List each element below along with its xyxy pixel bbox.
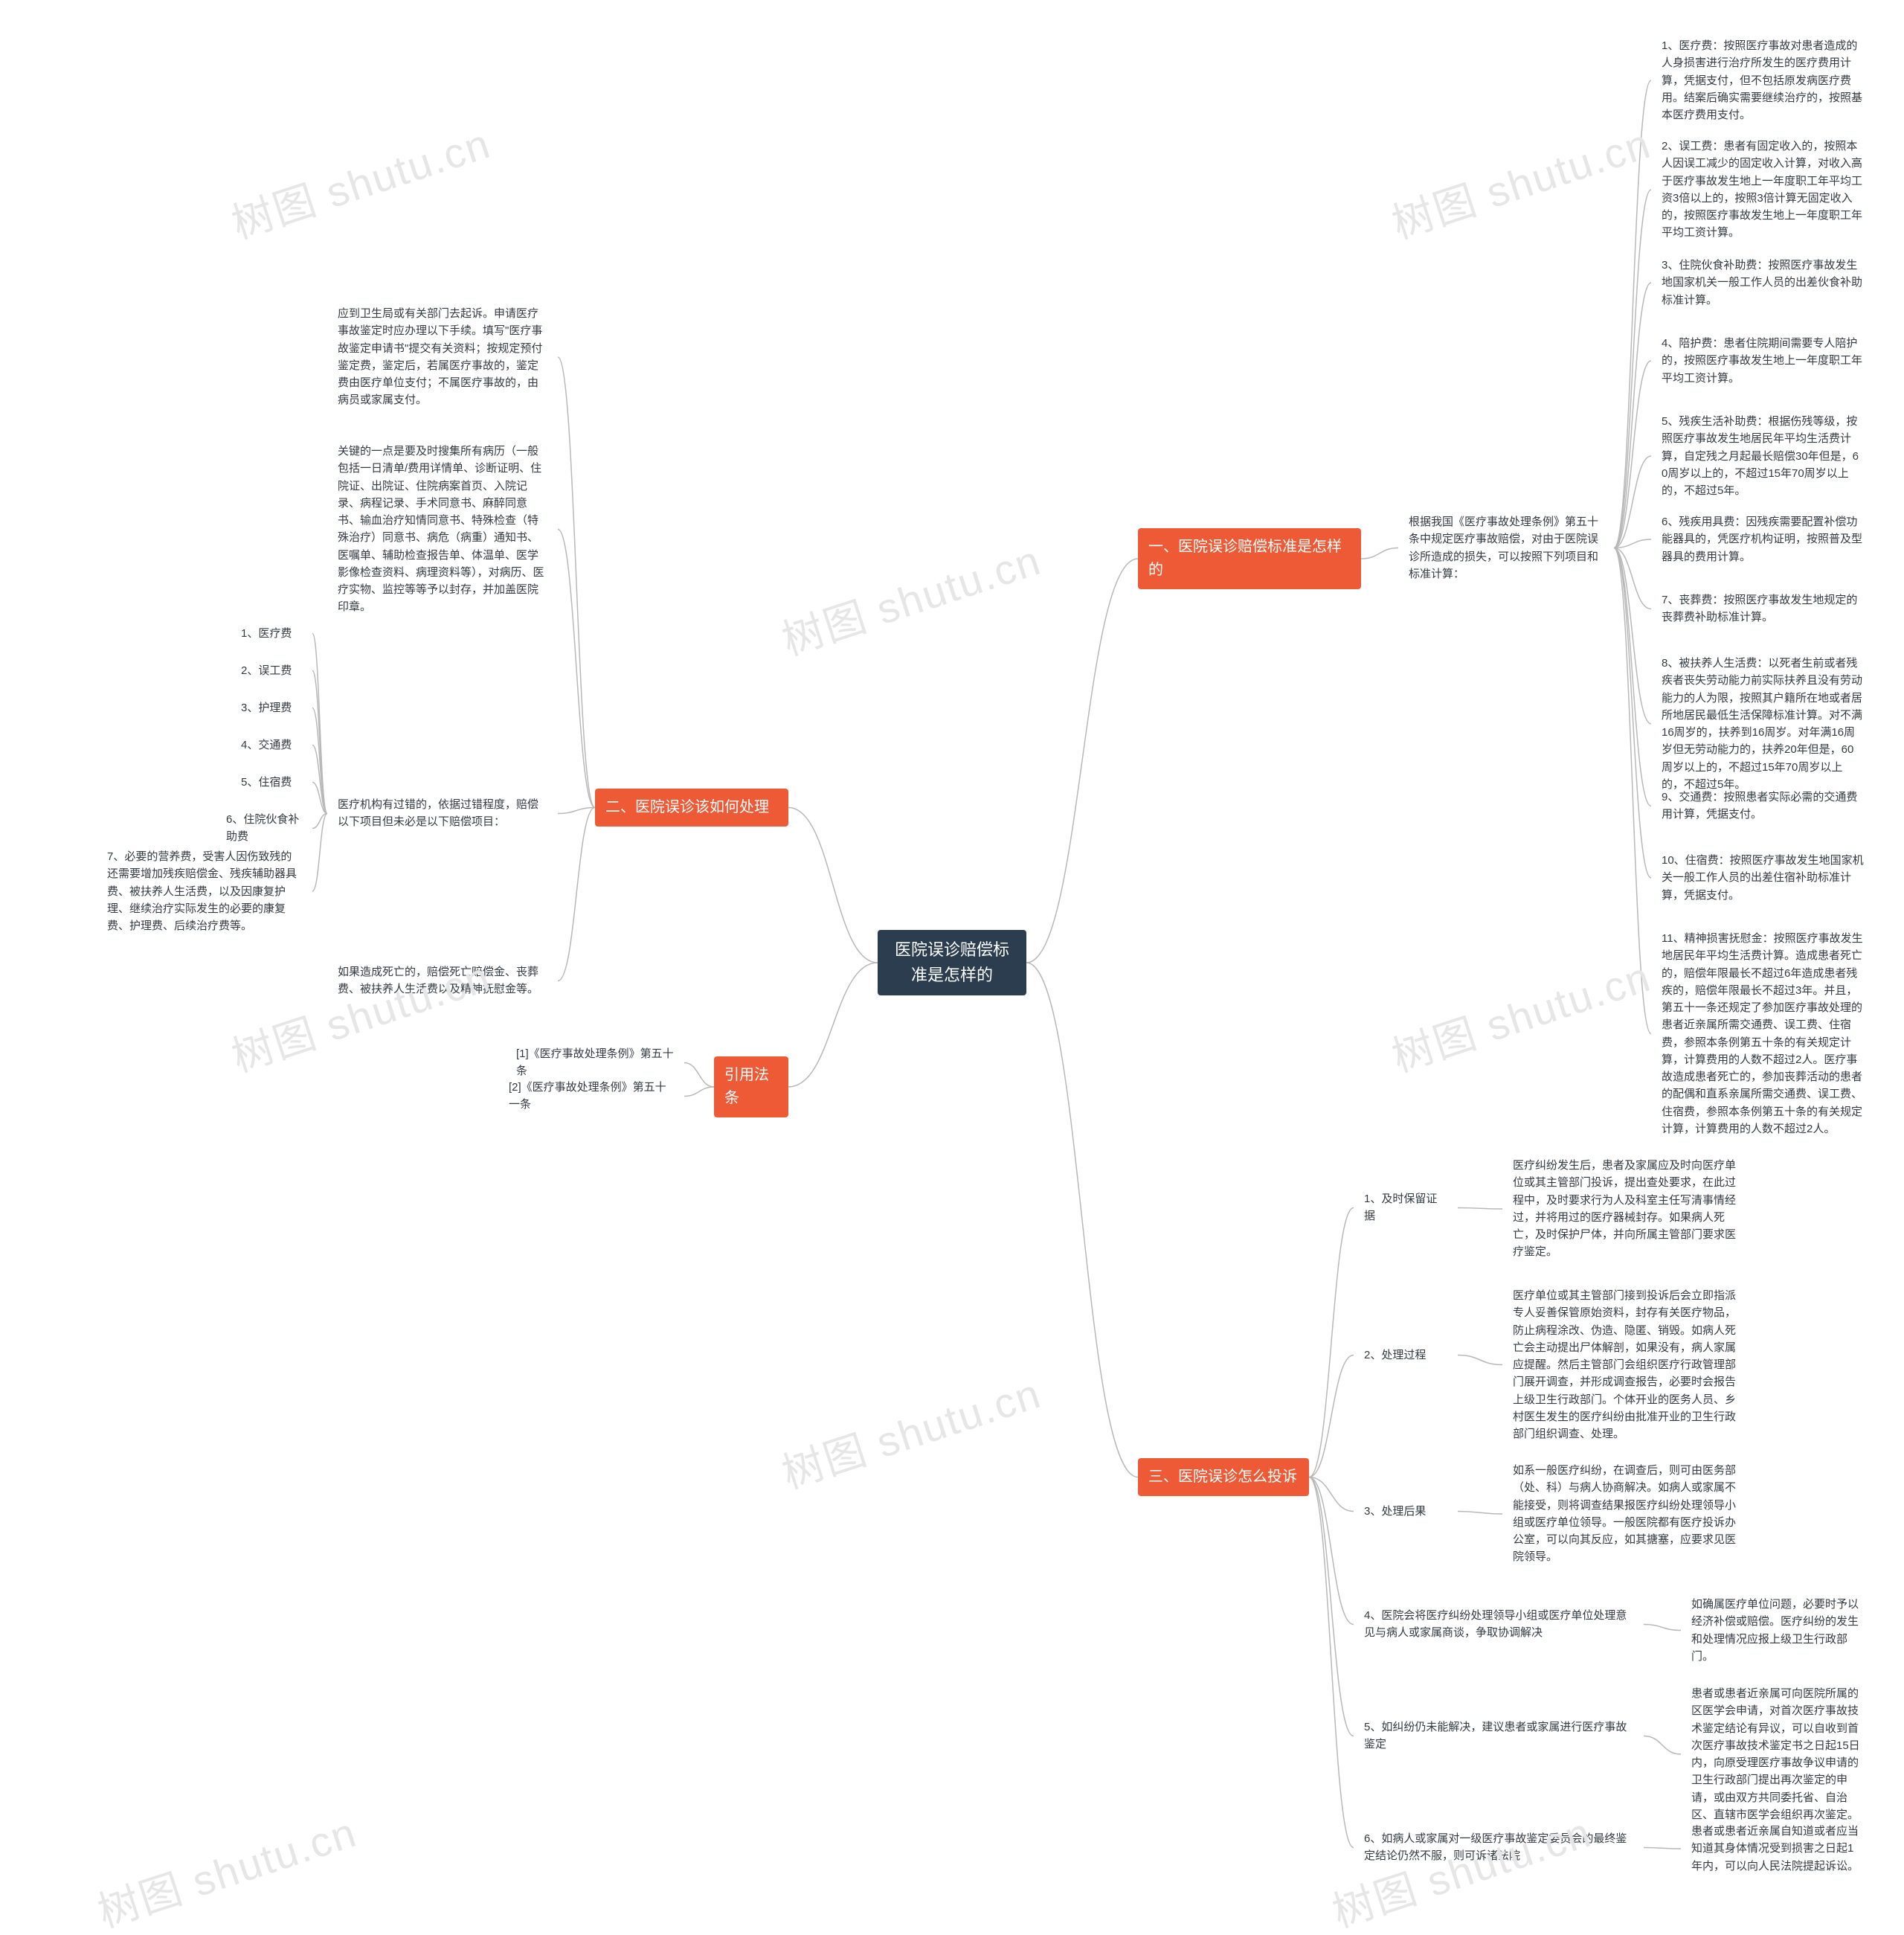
leaf-node: 1、及时保留证据 <box>1354 1183 1458 1233</box>
edge <box>1614 548 1651 1034</box>
edge <box>1026 963 1138 1477</box>
mindmap-canvas: 医院误诊赔偿标准是怎样的 一、医院误诊赔偿标准是怎样的根据我国《医疗事故处理条例》… <box>0 0 1904 1935</box>
leaf-node: 患者或患者近亲属可向医院所属的区医学会申请，对首次医疗事故技术鉴定结论有异议，可… <box>1681 1678 1874 1831</box>
edge <box>1614 361 1651 548</box>
leaf-node: 10、住宿费：按照医疗事故发生地国家机关一般工作人员的出差住宿补助标准计算，凭据… <box>1651 844 1874 911</box>
edge <box>312 671 327 814</box>
leaf-node: 医疗单位或其主管部门接到投诉后会立即指派专人妥善保管原始资料，封存有关医疗物品，… <box>1502 1280 1748 1450</box>
edge <box>1614 548 1651 879</box>
watermark: 树图 shutu.cn <box>89 1799 364 1935</box>
edge <box>1614 548 1651 725</box>
branch-node: 三、医院误诊怎么投诉 <box>1138 1458 1309 1496</box>
watermark: 树图 shutu.cn <box>1383 943 1658 1084</box>
leaf-node: 6、如病人或家属对一级医疗事故鉴定委员会的最终鉴定结论仍然不服，则可诉诸法院 <box>1354 1823 1644 1873</box>
leaf-node: 11、精神损害抚慰金：按照医疗事故发生地居民年平均生活费计算。造成患者死亡的，赔… <box>1651 922 1874 1145</box>
leaf-node: 6、残疾用具费：因残疾需要配置补偿功能器具的，凭医疗机构证明，按照普及型器具的费… <box>1651 506 1874 573</box>
edge <box>1644 1848 1681 1849</box>
watermark: 树图 shutu.cn <box>774 527 1048 667</box>
edge <box>1614 539 1651 548</box>
edge <box>558 530 595 808</box>
leaf-node: 1、医疗费：按照医疗事故对患者造成的人身损害进行治疗所发生的医疗费用计算，凭据支… <box>1651 30 1874 131</box>
edge <box>1614 80 1651 548</box>
edge <box>558 357 595 808</box>
leaf-node: 7、丧葬费：按照医疗事故发生地规定的丧葬费补助标准计算。 <box>1651 584 1874 634</box>
leaf-node: 4、交通费 <box>231 729 312 761</box>
leaf-node: 医疗机构有过错的，依据过错程度，赔偿以下项目但未必是以下赔偿项目： <box>327 789 558 838</box>
leaf-node: 5、住宿费 <box>231 766 312 798</box>
edge <box>1644 1625 1681 1631</box>
edge <box>1309 1355 1354 1477</box>
leaf-node: 如确属医疗单位问题，必要时予以经济补偿或赔偿。医疗纠纷的发生和处理情况应报上级卫… <box>1681 1588 1874 1672</box>
edge <box>1614 548 1651 806</box>
edge <box>1614 456 1651 548</box>
edge <box>1614 548 1651 609</box>
leaf-node: 2、误工费 <box>231 655 312 687</box>
edge <box>684 1063 714 1088</box>
leaf-node: 4、陪护费：患者住院期间需要专人陪护的，按照医疗事故发生地上一年度职工年平均工资… <box>1651 327 1874 394</box>
leaf-node: 7、必要的营养费，受害人因伤致残的还需要增加残疾赔偿金、残疾辅助器具费、被扶养人… <box>97 841 312 942</box>
leaf-node: 1、医疗费 <box>231 617 312 649</box>
edge <box>312 783 327 814</box>
leaf-node: 关键的一点是要及时搜集所有病历（一般包括一日清单/费用详情单、诊断证明、住院证、… <box>327 435 558 623</box>
edge <box>1458 1208 1502 1210</box>
edge <box>1309 1208 1354 1477</box>
edge <box>1614 283 1651 548</box>
watermark: 树图 shutu.cn <box>223 110 498 251</box>
watermark: 树图 shutu.cn <box>774 1360 1048 1501</box>
edge <box>1309 1477 1354 1512</box>
edge <box>1458 1512 1502 1515</box>
root-node: 医院误诊赔偿标准是怎样的 <box>878 930 1026 995</box>
edge <box>312 708 327 814</box>
leaf-node: 3、处理后果 <box>1354 1495 1458 1527</box>
edge <box>312 634 327 814</box>
leaf-node: 2、处理过程 <box>1354 1339 1458 1371</box>
edge <box>788 808 878 963</box>
edge <box>788 963 878 1087</box>
edge <box>1644 1736 1681 1755</box>
branch-node: 二、医院误诊该如何处理 <box>595 789 788 827</box>
edge <box>558 808 595 981</box>
leaf-node: 3、护理费 <box>231 692 312 724</box>
edge <box>684 1087 714 1097</box>
leaf-node: 8、被扶养人生活费：以死者生前或者残疾者丧失劳动能力前实际扶养且没有劳动能力的人… <box>1651 647 1874 800</box>
leaf-node: 2、误工费：患者有固定收入的，按照本人因误工减少的固定收入计算，对收入高于医疗事… <box>1651 130 1874 249</box>
leaf-node: 4、医院会将医疗纠纷处理领导小组或医疗单位处理意见与病人或家属商谈，争取协调解决 <box>1354 1599 1644 1649</box>
watermark: 树图 shutu.cn <box>1383 110 1658 251</box>
edge <box>312 814 327 892</box>
leaf-node: 医疗纠纷发生后，患者及家属应及时向医疗单位或其主管部门投诉，提出查处要求，在此过… <box>1502 1149 1748 1268</box>
edge <box>558 808 595 814</box>
edge <box>1458 1355 1502 1365</box>
leaf-node: 如果造成死亡的，赔偿死亡赔偿金、丧葬费、被扶养人生活费以及精神抚慰金等。 <box>327 956 558 1006</box>
edge <box>1614 190 1651 548</box>
edge <box>312 745 327 814</box>
edge <box>1026 559 1138 963</box>
edge <box>1309 1477 1354 1736</box>
leaf-node: 5、如纠纷仍未能解决，建议患者或家属进行医疗事故鉴定 <box>1354 1711 1644 1761</box>
leaf-node: 根据我国《医疗事故处理条例》第五十条中规定医疗事故赔偿，对由于医院误诊所造成的损… <box>1398 506 1614 590</box>
edge <box>1361 548 1398 559</box>
leaf-node: 5、残疾生活补助费：根据伤残等级，按照医疗事故发生地居民年平均生活费计算，自定残… <box>1651 405 1874 507</box>
branch-node: 一、医院误诊赔偿标准是怎样的 <box>1138 528 1361 589</box>
leaf-node: 如系一般医疗纠纷，在调查后，则可由医务部（处、科）与病人协商解决。如病人或家属不… <box>1502 1454 1748 1573</box>
leaf-node: 应到卫生局或有关部门去起诉。申请医疗事故鉴定时应办理以下手续。填写"医疗事故鉴定… <box>327 298 558 417</box>
branch-node: 引用法条 <box>714 1056 788 1117</box>
edge <box>1309 1477 1354 1625</box>
edge <box>1309 1477 1354 1848</box>
edge <box>312 814 327 829</box>
leaf-node: 3、住院伙食补助费：按照医疗事故发生地国家机关一般工作人员的出差伙食补助标准计算… <box>1651 249 1874 316</box>
leaf-node: [2]《医疗事故处理条例》第五十一条 <box>498 1071 684 1121</box>
leaf-node: 9、交通费：按照患者实际必需的交通费用计算，凭据支付。 <box>1651 781 1874 831</box>
leaf-node: 患者或患者近亲属自知道或者应当知道其身体情况受到损害之日起1年内，可以向人民法院… <box>1681 1815 1874 1882</box>
